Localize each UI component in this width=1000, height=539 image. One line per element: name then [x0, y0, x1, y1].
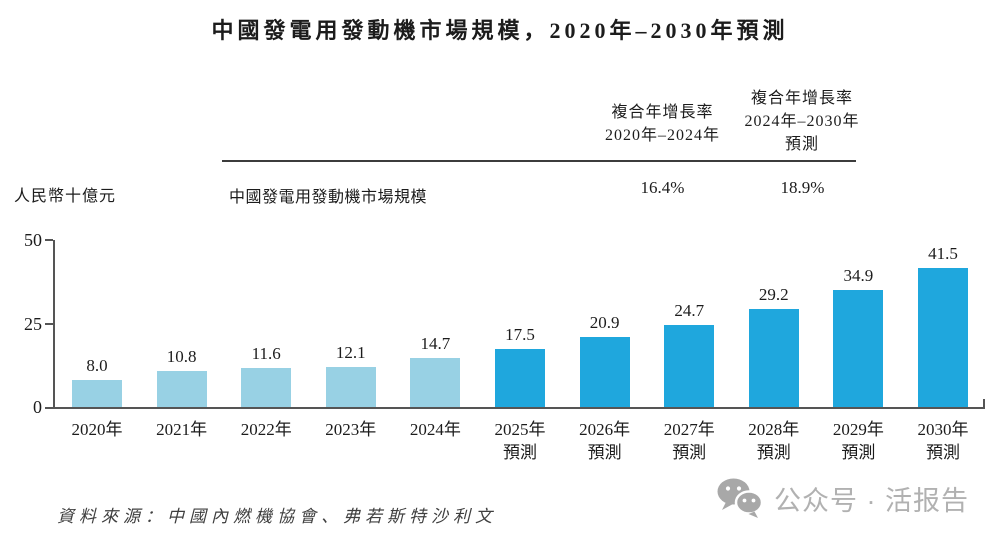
cagr-header-line: 2020年–2024年 — [604, 127, 720, 144]
bar-value-label: 14.7 — [420, 333, 451, 353]
x-axis-end-cap — [983, 399, 985, 407]
x-tick-label-forecast: 預測 — [756, 443, 791, 462]
cagr-header-line: 複合年增長率 — [750, 90, 853, 107]
bar-2024年 — [410, 357, 461, 407]
bar-value-label: 41.5 — [928, 244, 958, 264]
x-tick-label-forecast: 預測 — [841, 443, 876, 462]
y-tick-mark — [45, 239, 53, 241]
cagr-header-line: 2024年–2030年 — [744, 113, 860, 130]
cagr-header-line: 預測 — [784, 136, 819, 153]
bar-value-label: 12.1 — [335, 342, 366, 362]
y-tick-label: 50 — [24, 230, 42, 250]
bar-value-label: 20.9 — [589, 313, 620, 333]
x-tick-label-forecast: 預測 — [926, 443, 960, 462]
table-header-rule — [222, 160, 856, 162]
y-tick-mark — [45, 322, 53, 325]
table-row-label: 中國發電用發動機市場規模 — [229, 189, 428, 206]
x-tick-label: 2023年 — [325, 420, 377, 439]
bar-value-label: 17.5 — [505, 324, 535, 344]
bar-value-label: 24.7 — [674, 300, 705, 320]
cagr-header-2024-2030: 複合年增長率 2024年–2030年 預測 — [727, 87, 877, 156]
x-tick-label-forecast: 預測 — [672, 443, 707, 462]
bar-2022年 — [241, 368, 292, 407]
cagr-value-2020-2024: 16.4% — [640, 178, 685, 197]
bar-value-label: 10.8 — [166, 346, 197, 366]
chart-title: 中國發電用發動機市場規模，2020年–2030年預測 — [211, 18, 789, 43]
y-tick-label: 25 — [24, 313, 42, 334]
bar-value-label: 29.2 — [758, 285, 789, 305]
bar-2020年 — [72, 380, 122, 407]
bar-value-label: 34.9 — [843, 266, 874, 286]
y-axis-line — [53, 240, 55, 407]
x-tick-label: 2020年 — [71, 420, 123, 439]
bar-2027年 — [664, 324, 715, 407]
bar-value-label: 11.6 — [251, 344, 281, 364]
x-tick-label: 2026年 預測 — [558, 418, 652, 464]
x-tick-label: 2030年 預測 — [896, 418, 990, 464]
cagr-value-2024-2030: 18.9% — [780, 178, 825, 197]
bar-2023年 — [325, 366, 376, 407]
bar-2029年 — [833, 290, 884, 407]
x-tick-label: 2021年 — [156, 420, 208, 439]
y-tick-label: 0 — [33, 397, 42, 417]
bar-value-label: 8.0 — [86, 356, 108, 376]
x-tick-label: 2029年 預測 — [811, 418, 905, 464]
x-tick-label: 2025年 預測 — [473, 418, 567, 464]
source-note: 資料來源：中國內燃機協會、弗若斯特沙利文 — [57, 507, 497, 526]
bar-2021年 — [156, 370, 207, 407]
bar-2025年 — [495, 348, 545, 407]
x-tick-label: 2028年 預測 — [727, 418, 821, 464]
x-tick-label-forecast: 預測 — [587, 443, 622, 462]
y-axis-unit-label: 人民幣十億元 — [14, 188, 117, 205]
x-tick-label: 2022年 — [240, 420, 292, 439]
x-tick-label: 2027年 預測 — [642, 418, 736, 464]
cagr-header-2020-2024: 複合年增長率 2020年–2024年 — [585, 101, 740, 147]
bar-2026年 — [579, 337, 630, 407]
x-tick-label-forecast: 預測 — [503, 443, 537, 462]
bar-2028年 — [748, 309, 799, 407]
x-axis-line — [45, 407, 985, 409]
watermark: 公众号 · 活报告 — [716, 477, 969, 519]
wechat-icon — [717, 478, 764, 518]
x-tick-label: 2024年 — [409, 420, 461, 439]
watermark-text: 公众号 · 活报告 — [774, 485, 969, 516]
bar-2030年 — [918, 268, 968, 407]
cagr-header-line: 複合年增長率 — [611, 104, 714, 121]
